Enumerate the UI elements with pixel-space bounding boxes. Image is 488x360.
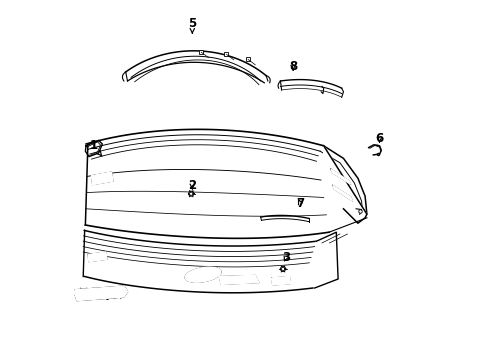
Polygon shape [330, 169, 350, 184]
Text: 2: 2 [188, 179, 196, 192]
Polygon shape [219, 275, 258, 284]
Text: 4: 4 [102, 291, 110, 303]
Polygon shape [75, 286, 127, 301]
Polygon shape [88, 252, 107, 262]
Polygon shape [85, 140, 102, 157]
Polygon shape [368, 145, 381, 155]
Text: 5: 5 [188, 17, 196, 33]
Text: 3: 3 [281, 251, 289, 264]
Polygon shape [314, 232, 337, 288]
Text: 6: 6 [375, 132, 383, 145]
Text: 1: 1 [89, 139, 102, 156]
Polygon shape [271, 276, 290, 285]
Polygon shape [185, 267, 221, 282]
Polygon shape [323, 146, 366, 223]
Polygon shape [91, 172, 113, 185]
Text: 7: 7 [296, 197, 304, 210]
Text: 8: 8 [288, 60, 297, 73]
Polygon shape [332, 185, 352, 201]
